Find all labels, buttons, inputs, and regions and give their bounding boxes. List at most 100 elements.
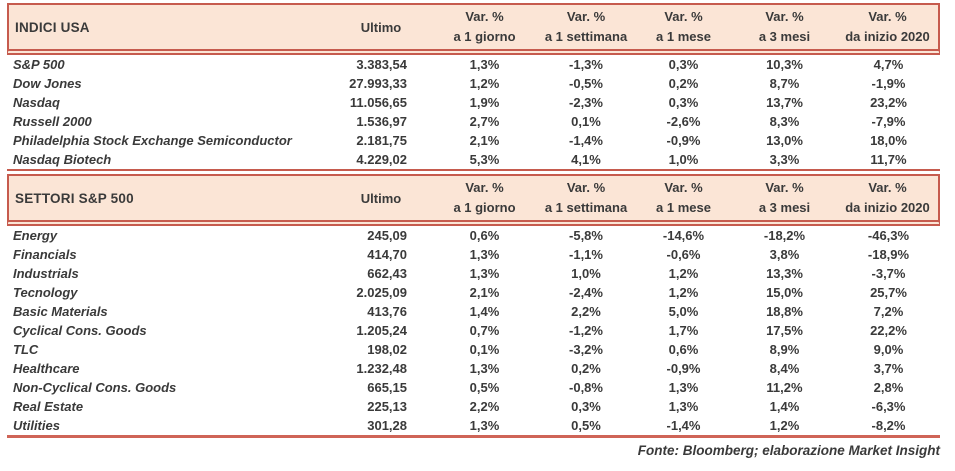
var-pct-value: -0,9%: [666, 361, 701, 376]
ultimo-value: 11.056,65: [349, 95, 407, 110]
var-pct-value: 1,4%: [769, 399, 800, 414]
table-row: S&P 500 3.383,54 1,3% -1,3% 0,3% 10,3% 4,7%: [7, 55, 940, 74]
row-label: Philadelphia Stock Exchange Semiconducto…: [13, 133, 292, 148]
settori-sp500-table: SETTORI S&P 500 Ultimo Var. % a 1 giorno…: [7, 174, 940, 438]
var-pct-value: 13,0%: [766, 133, 803, 148]
var-label: Var. %: [765, 9, 804, 24]
column-header-var-1-settimana: Var. % a 1 settimana: [537, 174, 635, 226]
column-header-ultimo: Ultimo: [330, 3, 432, 55]
var-pct-value: 1,0%: [571, 266, 601, 281]
column-header-var-3-mesi: Var. % a 3 mesi: [732, 174, 837, 226]
var-pct-value: 0,5%: [537, 416, 635, 438]
var-label: Var. %: [566, 9, 606, 24]
ultimo-value: 665,15: [367, 380, 407, 395]
var-pct-value: 2,2%: [571, 304, 601, 319]
table-row: Cyclical Cons. Goods 1.205,24 0,7% -1,2% 1,7…: [7, 321, 940, 340]
table-row: Philadelphia Stock Exchange Semiconducto…: [7, 131, 940, 150]
var-pct-value: 11,2%: [766, 380, 803, 395]
period-label: a 3 mesi: [758, 29, 811, 44]
table-row: Industrials 662,43 1,3% 1,0% 1,2% 13,3% -3,7%: [7, 264, 940, 283]
row-label: Utilities: [7, 416, 330, 438]
ultimo-value: 413,76: [367, 304, 407, 319]
var-label: Var. %: [868, 9, 907, 24]
row-label: Nasdaq Biotech: [7, 150, 330, 171]
table-row: Tecnology 2.025,09 2,1% -2,4% 1,2% 15,0% 25,7%: [7, 283, 940, 302]
var-label: Var. %: [465, 9, 504, 24]
column-header-var-inizio-2020: Var. % da inizio 2020: [837, 3, 940, 55]
ultimo-value: 4.229,02: [330, 150, 432, 171]
var-pct-value: 13,7%: [766, 95, 803, 110]
indici-usa-header-row: INDICI USA Ultimo Var. % a 1 giorno Var.…: [7, 3, 940, 55]
var-pct-value: 5,0%: [668, 304, 699, 319]
var-pct-value: 0,6%: [668, 342, 699, 357]
var-label: Var. %: [868, 180, 907, 195]
var-pct-value: 0,2%: [668, 76, 699, 91]
ultimo-value: 1.205,24: [356, 323, 407, 338]
var-pct-value: 15,0%: [766, 285, 803, 300]
var-label: Var. %: [765, 180, 804, 195]
var-label: Var. %: [664, 180, 703, 195]
period-label: a 1 giorno: [453, 29, 516, 44]
table-row: Non-Cyclical Cons. Goods 665,15 0,5% -0,8% 1…: [7, 378, 940, 397]
row-label: Basic Materials: [13, 304, 108, 319]
var-pct-value: 2,2%: [469, 399, 500, 414]
var-pct-value: 1,3%: [432, 416, 537, 438]
column-header-var-1-mese: Var. % a 1 mese: [635, 3, 732, 55]
ultimo-value: 414,70: [367, 247, 407, 262]
var-label: Var. %: [465, 180, 504, 195]
var-pct-value: 17,5%: [766, 323, 803, 338]
table-row: Nasdaq 11.056,65 1,9% -2,3% 0,3% 13,7% 23,2%: [7, 93, 940, 112]
var-pct-value: 0,3%: [668, 57, 699, 72]
table-row: Energy 245,09 0,6% -5,8% -14,6% -18,2% -46,3%: [7, 226, 940, 245]
table-title-indici-usa: INDICI USA: [7, 3, 330, 55]
var-pct-value: -7,9%: [871, 114, 906, 129]
row-label: Non-Cyclical Cons. Goods: [13, 380, 177, 395]
var-pct-value: 1,2%: [732, 416, 837, 438]
ultimo-value: 3.383,54: [356, 57, 407, 72]
var-pct-value: 1,0%: [635, 150, 732, 171]
row-label: Dow Jones: [13, 76, 82, 91]
var-pct-value: -0,9%: [666, 133, 701, 148]
var-pct-value: 11,7%: [837, 150, 940, 171]
table-row: Healthcare 1.232,48 1,3% 0,2% -0,9% 8,4% 3,7%: [7, 359, 940, 378]
table-row: Dow Jones 27.993,33 1,2% -0,5% 0,2% 8,7% -1,9%: [7, 74, 940, 93]
var-pct-value: 1,9%: [469, 95, 500, 110]
row-label: Industrials: [13, 266, 79, 281]
row-label: Energy: [13, 228, 58, 243]
var-pct-value: 1,2%: [668, 285, 699, 300]
table-row: Real Estate 225,13 2,2% 0,3% 1,3% 1,4% -6,3%: [7, 397, 940, 416]
table-title-settori-sp500: SETTORI S&P 500: [7, 174, 330, 226]
ultimo-value: 2.181,75: [356, 133, 407, 148]
var-pct-value: -2,4%: [569, 285, 603, 300]
var-pct-value: 0,1%: [469, 342, 500, 357]
var-pct-value: 1,2%: [668, 266, 699, 281]
row-label: Healthcare: [13, 361, 80, 376]
table-row: Nasdaq Biotech 4.229,02 5,3% 4,1% 1,0% 3,3% 11…: [7, 150, 940, 171]
var-pct-value: 2,7%: [469, 114, 500, 129]
var-pct-value: 4,7%: [873, 57, 904, 72]
var-label: Var. %: [566, 180, 606, 195]
var-pct-value: 0,5%: [469, 380, 500, 395]
settori-sp500-header-row: SETTORI S&P 500 Ultimo Var. % a 1 giorno…: [7, 174, 940, 226]
var-pct-value: 1,2%: [469, 76, 500, 91]
var-pct-value: 5,3%: [432, 150, 537, 171]
table-row: Russell 2000 1.536,97 2,7% 0,1% -2,6% 8,3% -7,…: [7, 112, 940, 131]
var-pct-value: 2,1%: [469, 285, 500, 300]
ultimo-value: 301,28: [330, 416, 432, 438]
var-pct-value: 9,0%: [873, 342, 904, 357]
var-pct-value: 1,3%: [668, 380, 699, 395]
ultimo-value: 245,09: [367, 228, 407, 243]
column-header-var-1-giorno: Var. % a 1 giorno: [432, 174, 537, 226]
var-pct-value: -1,1%: [569, 247, 603, 262]
var-pct-value: 8,9%: [769, 342, 800, 357]
var-pct-value: 1,3%: [469, 361, 500, 376]
var-pct-value: 22,2%: [870, 323, 907, 338]
var-pct-value: 8,7%: [769, 76, 800, 91]
var-pct-value: -0,8%: [569, 380, 603, 395]
period-label: a 3 mesi: [758, 200, 811, 215]
row-label: Financials: [13, 247, 77, 262]
period-label: a 1 settimana: [544, 29, 628, 44]
var-pct-value: 10,3%: [766, 57, 803, 72]
var-pct-value: -1,3%: [569, 57, 603, 72]
var-pct-value: 0,7%: [469, 323, 500, 338]
